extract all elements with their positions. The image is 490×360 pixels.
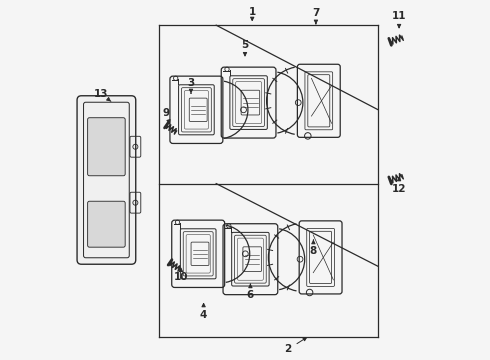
FancyBboxPatch shape bbox=[88, 118, 125, 176]
Text: 13: 13 bbox=[94, 89, 111, 102]
FancyBboxPatch shape bbox=[77, 96, 136, 264]
Text: 5: 5 bbox=[242, 40, 248, 56]
Text: 2: 2 bbox=[285, 338, 307, 354]
Text: 4: 4 bbox=[200, 303, 207, 320]
Text: 9: 9 bbox=[163, 108, 170, 124]
FancyBboxPatch shape bbox=[88, 201, 125, 247]
Text: 11: 11 bbox=[392, 11, 406, 28]
Text: 8: 8 bbox=[310, 240, 317, 256]
Text: 1: 1 bbox=[248, 6, 256, 21]
Text: 10: 10 bbox=[173, 268, 188, 282]
Text: 7: 7 bbox=[312, 8, 319, 24]
Text: 6: 6 bbox=[247, 284, 254, 300]
Text: 12: 12 bbox=[392, 177, 406, 194]
Text: 3: 3 bbox=[187, 78, 195, 93]
